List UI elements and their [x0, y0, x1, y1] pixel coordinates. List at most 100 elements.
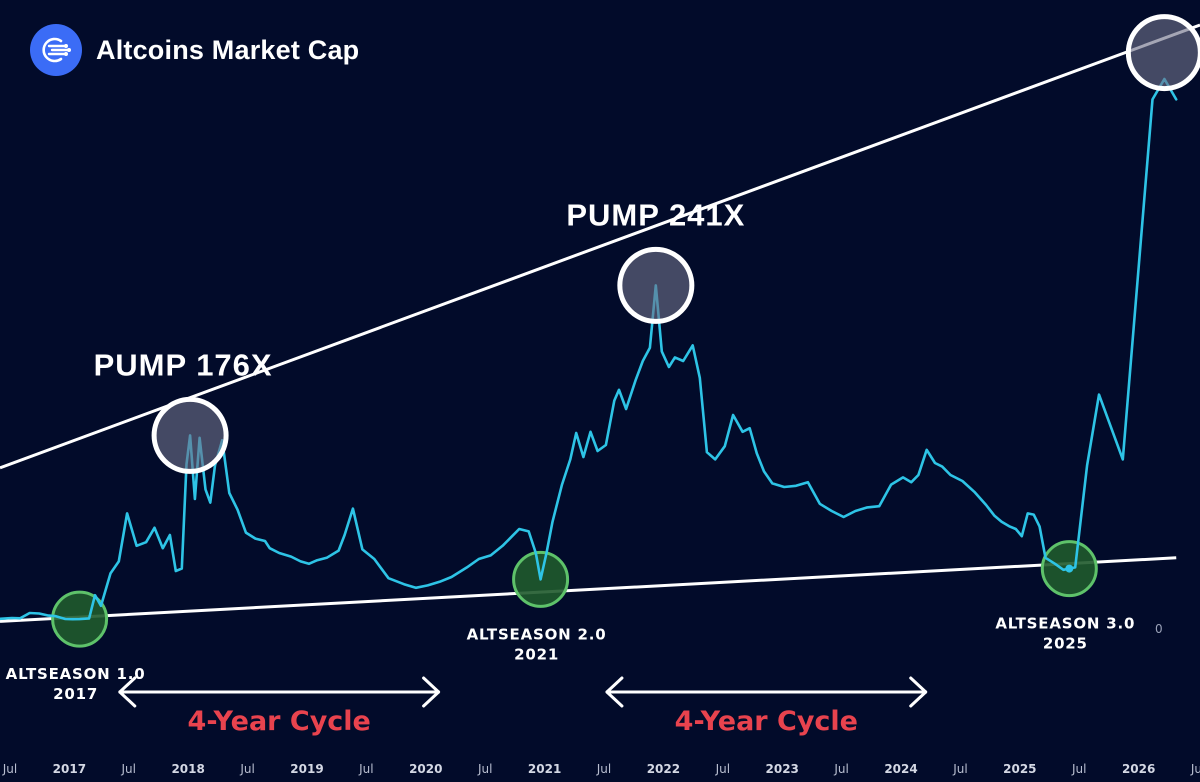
- x-tick-label: 2026: [1122, 762, 1155, 776]
- x-tick-label: 2025: [1003, 762, 1036, 776]
- data-point-68: [582, 456, 585, 458]
- data-point-69: [589, 430, 592, 433]
- x-tick-label: Jul: [952, 762, 967, 776]
- data-point-112: [973, 490, 976, 493]
- x-tick-label: 2020: [409, 762, 442, 776]
- data-point-58: [511, 535, 513, 538]
- data-point-73: [618, 388, 620, 391]
- data-point-56: [489, 554, 492, 557]
- data-point-61: [534, 552, 537, 554]
- data-point-114: [993, 514, 996, 517]
- data-point-100: [854, 510, 857, 512]
- data-point-86: [714, 458, 717, 461]
- data-point-126: [1074, 566, 1077, 569]
- data-point-92: [763, 470, 765, 473]
- data-point-82: [682, 360, 685, 362]
- x-tick-label: 2018: [171, 762, 204, 776]
- y-axis-zero-label: 0: [1155, 622, 1163, 636]
- data-point-27: [204, 488, 207, 491]
- data-point-47: [373, 558, 376, 560]
- data-point-41: [316, 559, 319, 562]
- altseason-label-2: ALTSEASON 2.0: [467, 625, 607, 643]
- data-point-14: [117, 560, 120, 563]
- cycle-label-1: 4-Year Cycle: [188, 706, 371, 737]
- data-point-91: [755, 452, 758, 455]
- data-point-32: [236, 508, 239, 511]
- data-point-40: [308, 562, 310, 565]
- data-point-3: [28, 612, 31, 614]
- data-point-5: [46, 614, 49, 617]
- data-point-39: [299, 560, 302, 563]
- data-point-107: [925, 448, 928, 451]
- data-point-31: [228, 492, 231, 494]
- data-point-55: [477, 558, 480, 560]
- x-tick-label: 2019: [290, 762, 323, 776]
- data-point-66: [569, 458, 572, 461]
- data-point-90: [748, 427, 751, 430]
- data-point-25: [194, 498, 196, 500]
- annotation-labels-group: PUMP 176X PUMP 241X ALTSEASON 1.0 2017 ALTSE…: [6, 197, 1135, 703]
- logo-icon: [30, 24, 82, 76]
- data-point-42: [325, 556, 328, 559]
- data-point-0: [0, 617, 1, 620]
- data-point-128: [1098, 393, 1100, 396]
- data-point-7: [64, 618, 67, 620]
- data-point-113: [985, 504, 987, 506]
- pump-label-1: PUMP 176X: [94, 347, 273, 382]
- data-point-54: [466, 566, 468, 569]
- data-point-79: [660, 350, 663, 353]
- cycle-arrow-1: [118, 676, 441, 708]
- x-tick-label: 2022: [647, 762, 680, 776]
- pump-circles-group: [151, 14, 1200, 474]
- data-point-36: [268, 547, 271, 550]
- data-point-76: [641, 360, 644, 362]
- data-point-50: [414, 586, 417, 589]
- x-tick-label: Jul: [477, 762, 492, 776]
- x-tick-label: 2017: [53, 762, 86, 776]
- network-lines-icon: [42, 37, 71, 63]
- data-point-77: [649, 346, 651, 349]
- data-point-45: [352, 507, 354, 510]
- data-point-97: [818, 502, 821, 505]
- data-point-106: [917, 474, 920, 476]
- altseason-label-3: ALTSEASON 3.0: [995, 615, 1135, 633]
- data-point-4: [38, 612, 41, 615]
- data-point-1: [11, 617, 13, 619]
- data-point-110: [949, 474, 952, 476]
- data-point-17: [145, 541, 148, 544]
- data-point-103: [890, 483, 892, 486]
- data-point-2: [19, 617, 22, 620]
- data-point-49: [403, 583, 405, 586]
- x-tick-label: Jul: [1190, 762, 1200, 776]
- pump-label-2: PUMP 241X: [566, 197, 745, 232]
- data-point-8: [71, 618, 74, 621]
- data-point-53: [450, 576, 453, 578]
- data-point-94: [783, 486, 786, 488]
- data-point-28: [209, 501, 212, 504]
- data-point-87: [723, 445, 726, 448]
- data-point-52: [438, 580, 441, 583]
- x-tick-label: 2024: [884, 762, 917, 776]
- header: Altcoins Market Cap: [30, 24, 359, 76]
- data-point-129: [1121, 458, 1124, 461]
- data-point-13: [109, 572, 112, 575]
- x-tick-label: Jul: [1071, 762, 1086, 776]
- trendlines-group: [0, 23, 1200, 623]
- data-point-35: [264, 540, 266, 542]
- data-point-96: [807, 481, 809, 484]
- pump-circle-3: [1125, 14, 1200, 92]
- data-point-15: [126, 512, 128, 515]
- data-point-88: [732, 414, 734, 416]
- data-point-21: [174, 570, 177, 572]
- x-axis-ticks-group: Jul 2017 Jul 2018 Jul 2019 Jul 2020 Jul 2021 Jul 20…: [2, 762, 1200, 776]
- altseason-3-dot: [1065, 564, 1074, 573]
- data-point-116: [1009, 525, 1011, 528]
- data-point-38: [290, 555, 292, 558]
- pump-circle-1: [151, 396, 229, 474]
- data-point-6: [54, 615, 57, 618]
- data-point-83: [691, 344, 694, 347]
- data-point-59: [518, 528, 521, 530]
- data-point-33: [245, 531, 247, 534]
- data-point-44: [343, 534, 346, 536]
- data-point-63: [545, 552, 548, 554]
